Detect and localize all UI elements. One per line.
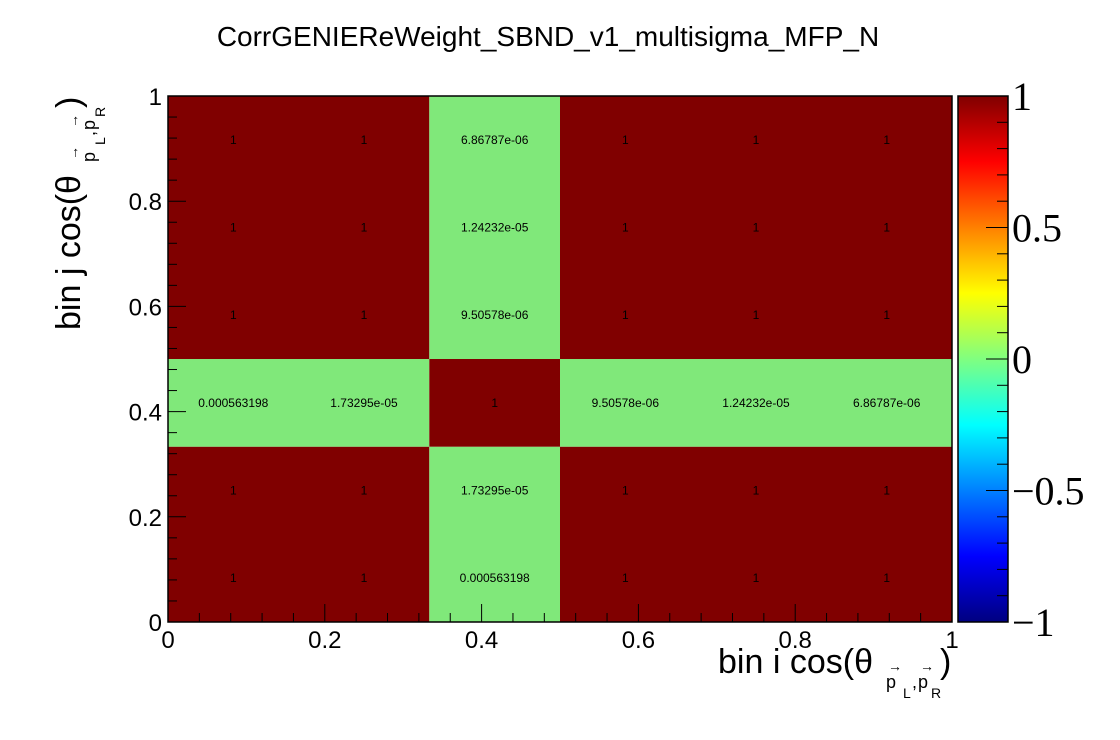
x-tick-label: 0 xyxy=(161,627,174,654)
heatmap-block-2 xyxy=(560,446,952,622)
x-tick-label: 0.6 xyxy=(622,627,655,654)
x-axis-label-arrow2: → xyxy=(920,658,934,674)
cell-value-label: 1 xyxy=(230,308,237,322)
cell-value-label: 1 xyxy=(753,484,760,498)
cell-value-label: 1 xyxy=(230,484,237,498)
y-axis-label-theta: θ xyxy=(50,175,88,194)
cell-value-label: 1 xyxy=(491,396,498,410)
cell-value-label: 1 xyxy=(753,308,760,322)
x-axis-label-sub2: p xyxy=(918,672,928,692)
heatmap-cells xyxy=(168,96,952,622)
cell-value-label: 1.73295e-05 xyxy=(461,484,529,498)
cell-value-label: 9.50578e-06 xyxy=(592,396,660,410)
heatmap-block-7 xyxy=(429,96,560,359)
y-axis-label-prefix: bin j cos( xyxy=(50,193,88,330)
y-tick-label: 0.8 xyxy=(129,189,162,216)
cell-value-label: 1 xyxy=(622,484,629,498)
x-axis-label-sub1: p xyxy=(886,672,896,692)
cell-value-label: 1 xyxy=(883,133,890,147)
svg-text:bin j cos(θ: bin j cos(θ xyxy=(50,175,88,330)
x-axis-label-prefix: bin i cos( xyxy=(718,643,855,681)
heatmap-block-4 xyxy=(429,359,560,447)
x-axis-tick-labels: 0 0.2 0.4 0.6 0.8 1 xyxy=(161,627,958,654)
cell-value-label: 1 xyxy=(230,133,237,147)
cell-value-label: 0.000563198 xyxy=(460,571,530,585)
cell-value-label: 1 xyxy=(361,571,368,585)
cell-value-label: 1 xyxy=(883,308,890,322)
cell-value-label: 1 xyxy=(361,133,368,147)
cell-value-label: 1 xyxy=(753,133,760,147)
chart-title: CorrGENIEReWeight_SBND_v1_multisigma_MFP… xyxy=(217,21,879,52)
cell-value-label: 1 xyxy=(361,484,368,498)
cell-value-label: 1 xyxy=(622,308,629,322)
x-tick-label: 0.8 xyxy=(779,627,812,654)
color-scale-tick-label: 1 xyxy=(1012,74,1032,119)
y-tick-label: 0.6 xyxy=(129,294,162,321)
cell-value-label: 1.24232e-05 xyxy=(461,221,529,235)
y-tick-label: 0 xyxy=(149,610,162,637)
cell-value-label: 1 xyxy=(883,571,890,585)
y-tick-label: 0.2 xyxy=(129,505,162,532)
x-axis-label-sub2-index: R xyxy=(931,685,941,701)
y-tick-label: 0.4 xyxy=(129,400,162,427)
x-tick-label: 0.4 xyxy=(465,627,498,654)
cell-value-label: 1 xyxy=(753,571,760,585)
cell-value-label: 0.000563198 xyxy=(198,396,268,410)
x-axis-label-theta: θ xyxy=(854,643,873,681)
svg-text:bin i cos(θ: bin i cos(θ xyxy=(718,643,873,681)
cell-value-label: 1.24232e-05 xyxy=(722,396,790,410)
cell-value-label: 1 xyxy=(622,221,629,235)
cell-value-label: 1 xyxy=(230,221,237,235)
x-axis-label-suffix: ) xyxy=(940,643,951,681)
y-axis-label-arrow1: → xyxy=(65,146,81,160)
cell-value-label: 1 xyxy=(361,221,368,235)
color-scale-tick-labels: 1 0.5 0 −0.5 −1 xyxy=(1012,74,1085,645)
heatmap-block-5 xyxy=(560,359,952,447)
y-axis-label-suffix: ) xyxy=(50,97,88,108)
color-scale-tick-label: 0 xyxy=(1012,337,1032,382)
heatmap-block-1 xyxy=(429,446,560,622)
color-scale-tick-label: −0.5 xyxy=(1012,469,1085,514)
y-axis-label-sub1-index: L xyxy=(92,137,108,145)
heatmap-block-0 xyxy=(168,446,430,622)
cell-value-label: 1 xyxy=(622,571,629,585)
x-axis-label-arrow1: → xyxy=(888,658,902,674)
y-axis-label-sub1: p xyxy=(79,152,99,162)
y-tick-label: 1 xyxy=(149,84,162,111)
color-scale-tick-label: −1 xyxy=(1012,600,1055,645)
y-axis-label-sub2: p xyxy=(79,120,99,130)
x-axis-label-sub1-index: L xyxy=(903,685,911,701)
svg-text:,: , xyxy=(912,672,917,692)
heatmap-block-8 xyxy=(560,96,952,359)
y-axis-label: bin j cos(θ p → L , p → R ) xyxy=(50,97,108,330)
y-axis-label-sub2-index: R xyxy=(92,107,108,117)
cell-value-label: 6.86787e-06 xyxy=(461,133,529,147)
cell-value-label: 9.50578e-06 xyxy=(461,308,529,322)
heatmap-block-3 xyxy=(168,359,430,447)
y-axis-tick-labels: 0 0.2 0.4 0.6 0.8 1 xyxy=(129,84,162,637)
color-scale-tick-label: 0.5 xyxy=(1012,206,1062,251)
x-axis-label: bin i cos(θ p → L , p → R ) xyxy=(718,643,951,701)
y-axis-label-arrow2: → xyxy=(65,114,81,128)
plot-frame xyxy=(167,95,953,623)
color-scale-ticks xyxy=(986,95,1008,623)
color-scale-bar: 1 0.5 0 −0.5 −1 xyxy=(957,74,1085,645)
cell-value-label: 1 xyxy=(883,484,890,498)
axis-ticks xyxy=(167,95,953,623)
cell-value-label: 1 xyxy=(622,133,629,147)
x-tick-label: 0.2 xyxy=(308,627,341,654)
x-tick-label: 1 xyxy=(945,627,958,654)
cell-value-label: 6.86787e-06 xyxy=(853,396,921,410)
cell-value-label: 1 xyxy=(753,221,760,235)
cell-value-label: 1 xyxy=(361,308,368,322)
cell-value-label: 1.73295e-05 xyxy=(330,396,398,410)
svg-text:,: , xyxy=(79,131,99,136)
cell-value-label: 1 xyxy=(230,571,237,585)
heatmap-block-6 xyxy=(168,96,430,359)
cell-value-label: 1 xyxy=(883,221,890,235)
heatmap-cell-labels: 1 1 0.000563198 1 1 1 1 1 1.73295e-05 1 1 1 0.000563… xyxy=(198,133,920,585)
